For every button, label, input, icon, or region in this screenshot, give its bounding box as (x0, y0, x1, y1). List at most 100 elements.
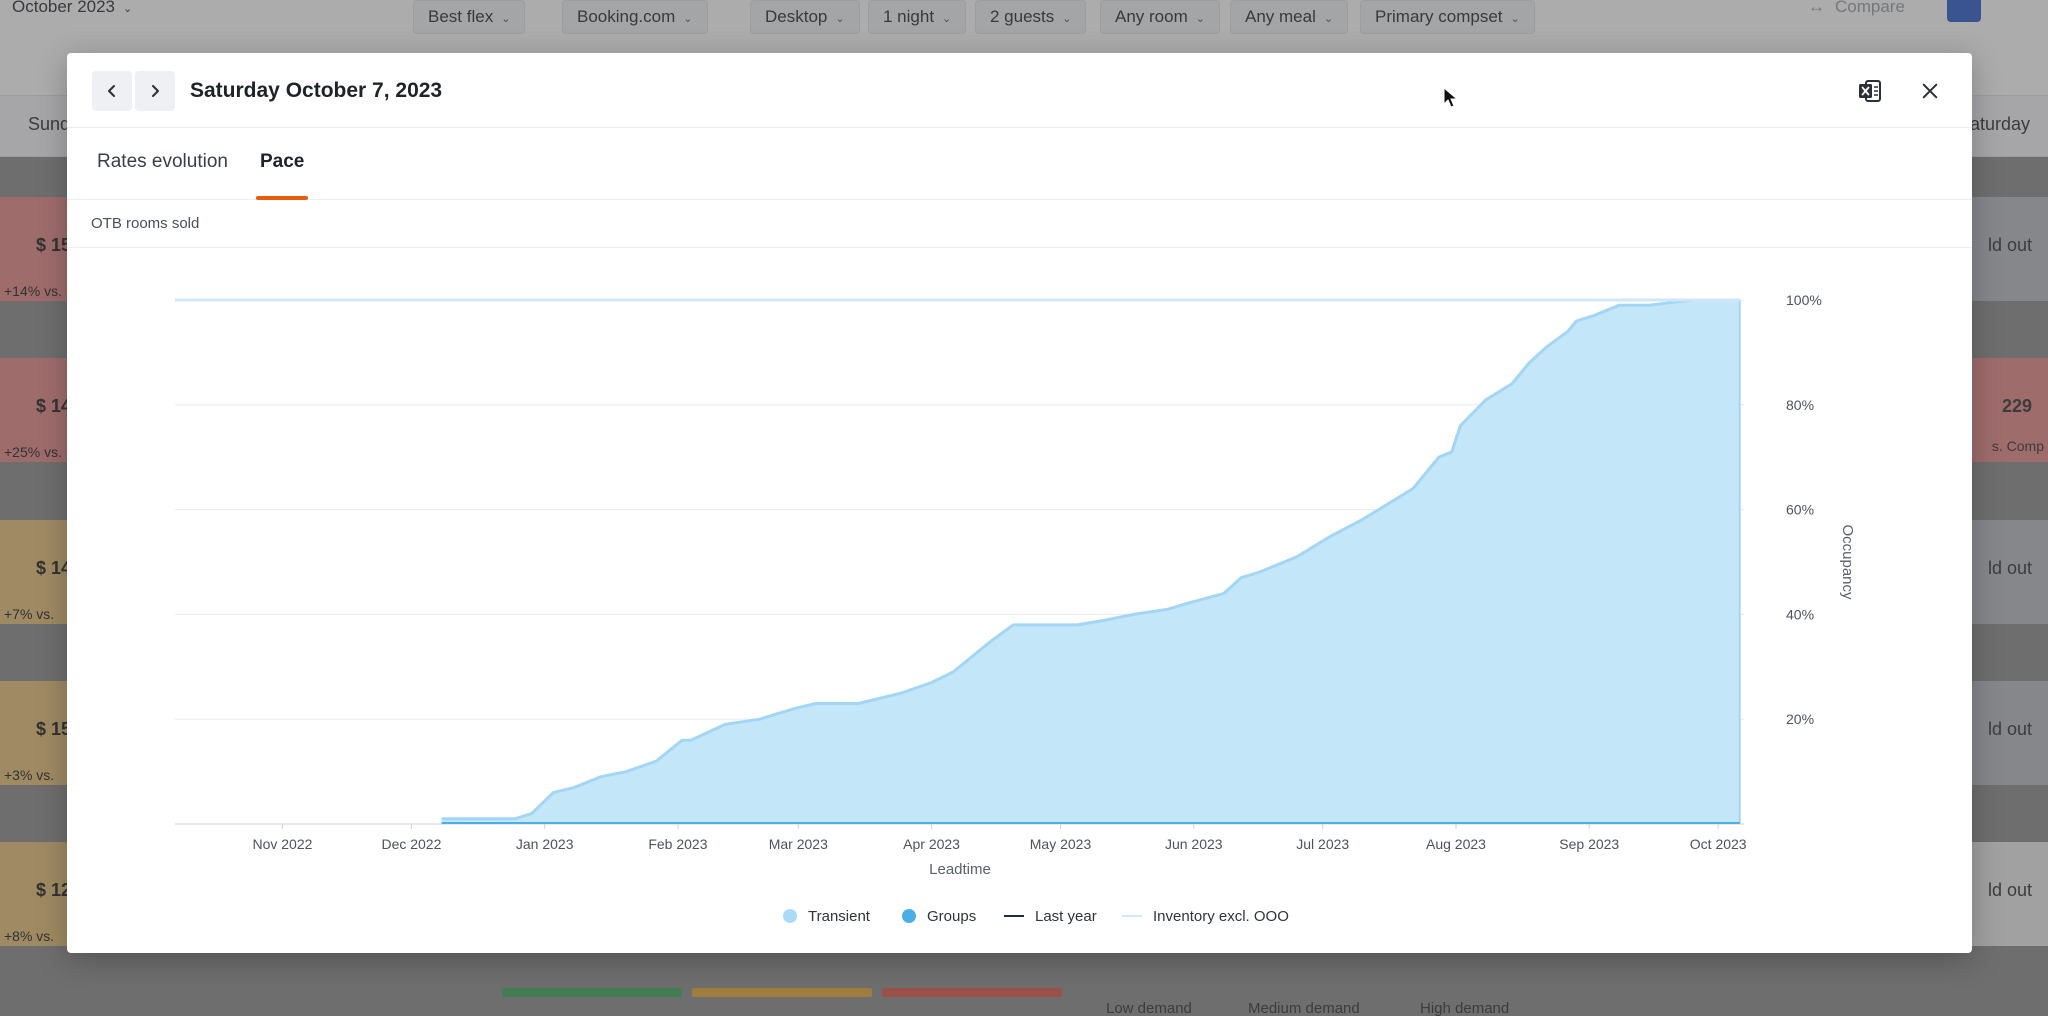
legend-swatch-groups (902, 909, 916, 923)
cell-price: $ 15 (36, 719, 72, 739)
cell-delta: s. Comp (1991, 438, 2044, 454)
rate-filter[interactable]: Best flex ⌄ (413, 0, 526, 34)
meal-filter[interactable]: Any meal ⌄ (1230, 0, 1349, 34)
device-filter-label: Desktop (765, 7, 828, 26)
month-selector[interactable]: October 2023 ⌄ (0, 0, 144, 25)
chart-legend: Transient Groups Last year Inventory exc… (67, 901, 1972, 931)
legend-label-last-year: Last year (1035, 907, 1097, 925)
calendar-cell[interactable]: $ 14 +25% vs. (0, 358, 72, 462)
y-tick-label: 80% (1786, 397, 1814, 413)
room-filter-label: Any room (1115, 7, 1188, 26)
cell-delta: +7% vs. (4, 606, 55, 622)
x-tick-label: Jul 2023 (1296, 836, 1349, 852)
calendar-cell[interactable]: $ 14 +7% vs. (0, 520, 72, 624)
cell-price: $ 12 (36, 880, 72, 900)
meal-filter-label: Any meal (1245, 7, 1316, 26)
low-demand-bar (502, 988, 682, 997)
weekday-last: Saturday (1958, 114, 2031, 134)
x-tick-label: Feb 2023 (648, 836, 707, 852)
cell-status: ld out (1987, 719, 2032, 739)
month-label: October 2023 (12, 0, 116, 16)
medium-demand-label: Medium demand (1248, 1000, 1360, 1016)
cell-price: $ 14 (36, 558, 72, 578)
x-tick-label: Nov 2022 (252, 836, 312, 852)
modal-title: Saturday October 7, 2023 (190, 79, 443, 102)
cell-status: ld out (1987, 880, 2032, 900)
tab-rates-evolution-label: Rates evolution (97, 151, 228, 172)
legend-label-groups: Groups (927, 907, 977, 925)
modal-header: Saturday October 7, 2023 (67, 53, 1972, 128)
y-tick-label: 20% (1786, 711, 1814, 727)
calendar-cell[interactable]: $ 15 +3% vs. (0, 681, 72, 785)
excel-export-button[interactable] (1857, 78, 1883, 104)
cell-delta: +8% vs. (4, 928, 55, 944)
cell-status: ld out (1987, 558, 2032, 578)
cell-price: $ 14 (36, 396, 72, 416)
section-label: OTB rooms sold (91, 215, 200, 232)
x-tick-label: Oct 2023 (1690, 836, 1747, 852)
rate-filter-label: Best flex (428, 7, 494, 26)
legend-swatch-inventory (1122, 915, 1142, 917)
x-axis-title: Leadtime (929, 861, 991, 878)
legend-item-last-year[interactable]: Last year (1004, 901, 1097, 931)
calendar-view-icon[interactable] (1947, 0, 1981, 22)
tab-pace[interactable]: Pace (255, 128, 309, 200)
y-tick-label: 100% (1786, 292, 1822, 308)
excel-icon (1859, 80, 1881, 102)
nights-filter[interactable]: 1 night ⌄ (868, 0, 967, 34)
calendar-cell[interactable]: $ 15 +14% vs. (0, 197, 72, 301)
x-tick-label: Jun 2023 (1165, 836, 1223, 852)
section-header: OTB rooms sold (67, 200, 1972, 248)
compset-filter[interactable]: Primary compset ⌄ (1360, 0, 1535, 34)
close-button[interactable] (1917, 78, 1943, 104)
guests-filter-label: 2 guests (990, 7, 1055, 26)
previous-day-button[interactable] (92, 71, 132, 111)
tab-rates-evolution[interactable]: Rates evolution (97, 128, 228, 200)
chevron-right-icon (152, 85, 159, 97)
x-tick-label: Dec 2022 (381, 836, 441, 852)
cell-status: ld out (1987, 235, 2032, 255)
compare-button[interactable]: ↔ Compare (1808, 0, 1905, 23)
channel-filter-label: Booking.com (577, 7, 676, 26)
y-tick-label: 40% (1786, 606, 1814, 622)
modal-tabs: Rates evolution Pace (67, 128, 1972, 200)
transient-line (441, 298, 1740, 821)
cell-price: $ 15 (36, 235, 72, 255)
legend-swatch-transient (783, 909, 797, 923)
calendar-cell[interactable]: $ 12 +8% vs. (0, 842, 72, 946)
low-demand-label: Low demand (1106, 1000, 1192, 1016)
mouse-pointer-icon (1443, 87, 1459, 108)
x-tick-label: Sep 2023 (1559, 836, 1619, 852)
medium-demand-bar (692, 988, 872, 997)
legend-item-transient[interactable]: Transient (783, 901, 870, 931)
chevron-left-icon (108, 85, 115, 97)
compare-label: Compare (1835, 0, 1905, 16)
legend-label-inventory: Inventory excl. OOO (1153, 907, 1289, 925)
x-tick-label: Aug 2023 (1426, 836, 1486, 852)
high-demand-bar (882, 988, 1062, 997)
y-axis-title: Occupancy (1839, 524, 1856, 600)
x-tick-label: May 2023 (1030, 836, 1092, 852)
x-tick-label: Jan 2023 (516, 836, 574, 852)
tab-pace-label: Pace (260, 151, 305, 172)
cell-delta: +3% vs. (4, 767, 55, 783)
high-demand-label: High demand (1420, 1000, 1510, 1016)
device-filter[interactable]: Desktop ⌄ (750, 0, 860, 34)
pace-chart: 20% 40% 60% 80% 100% Nov 2022 Dec 2022 Jan 2023… (175, 292, 1856, 878)
transient-area (441, 300, 1740, 824)
guests-filter[interactable]: 2 guests ⌄ (975, 0, 1087, 34)
compset-filter-label: Primary compset (1375, 7, 1503, 26)
day-detail-modal: Saturday October 7, 2023 Rates evolution… (67, 53, 1972, 953)
cell-delta: +14% vs. (4, 283, 62, 299)
legend-item-inventory[interactable]: Inventory excl. OOO (1122, 901, 1289, 931)
x-tick-label: Mar 2023 (769, 836, 828, 852)
y-tick-label: 60% (1786, 502, 1814, 518)
cell-price: 229 (2001, 396, 2032, 416)
next-day-button[interactable] (135, 71, 175, 111)
nights-filter-label: 1 night (883, 7, 935, 26)
legend-swatch-last-year (1004, 915, 1024, 917)
channel-filter[interactable]: Booking.com ⌄ (562, 0, 708, 34)
room-filter[interactable]: Any room ⌄ (1100, 0, 1220, 34)
legend-item-groups[interactable]: Groups (902, 901, 976, 931)
legend-label-transient: Transient (808, 907, 870, 925)
